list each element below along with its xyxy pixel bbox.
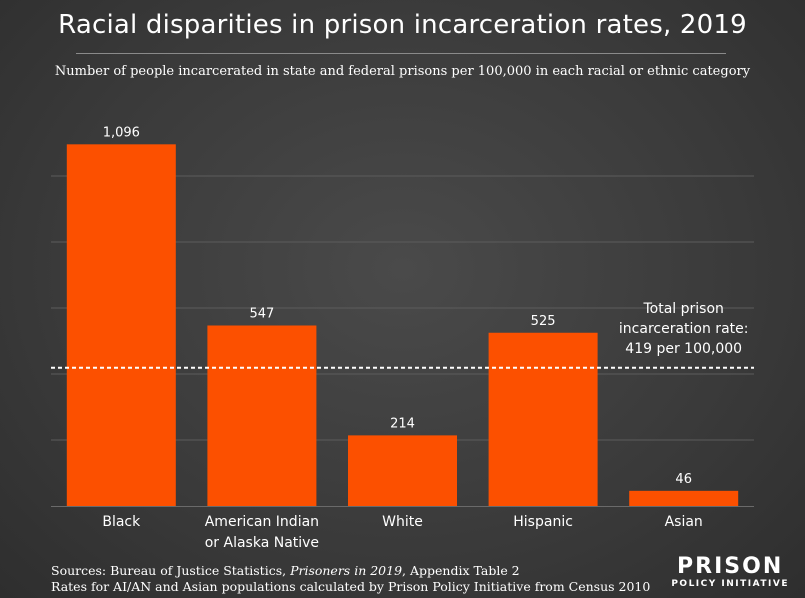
chart-subtitle: Number of people incarcerated in state a… <box>54 64 751 79</box>
chart-title: Racial disparities in prison incarcerati… <box>58 10 747 40</box>
bars <box>66 144 739 506</box>
sources-note: Sources: Bureau of Justice Statistics, P… <box>51 563 650 595</box>
bar <box>66 144 176 506</box>
data-label: 525 <box>531 314 556 329</box>
reference-label: 419 per 100,000 <box>625 341 742 357</box>
data-label: 46 <box>675 472 692 487</box>
title-divider <box>76 53 726 54</box>
category-label: Black <box>102 514 141 530</box>
category-label: Asian <box>665 514 703 530</box>
category-label: White <box>382 514 423 530</box>
reference-label: incarceration rate: <box>619 321 749 337</box>
category-labels: Black American Indian or Alaska Native Whit… <box>102 514 702 551</box>
category-label: or Alaska Native <box>205 535 319 551</box>
sources-line-1: Sources: Bureau of Justice Statistics, P… <box>51 563 520 578</box>
reference-line-group: Total prison incarceration rate: 419 per 1… <box>51 301 754 369</box>
reference-label: Total prison <box>642 301 723 317</box>
sources-line-2: Rates for AI/AN and Asian populations ca… <box>51 579 651 594</box>
data-label: 1,096 <box>103 125 140 140</box>
logo-wordmark: PRISON <box>677 554 784 579</box>
data-label: 547 <box>249 306 274 321</box>
category-label: American Indian <box>205 514 319 530</box>
category-label: Hispanic <box>513 514 573 530</box>
bar <box>488 332 598 506</box>
prison-policy-initiative-logo: PRISON POLICY INITIATIVE <box>671 554 789 590</box>
bar <box>629 490 739 506</box>
value-labels: 1,096 547 214 525 46 <box>103 125 692 487</box>
data-label: 214 <box>390 416 415 431</box>
bar <box>207 325 317 506</box>
logo-subtitle: POLICY INITIATIVE <box>671 579 789 589</box>
bar <box>348 435 457 506</box>
